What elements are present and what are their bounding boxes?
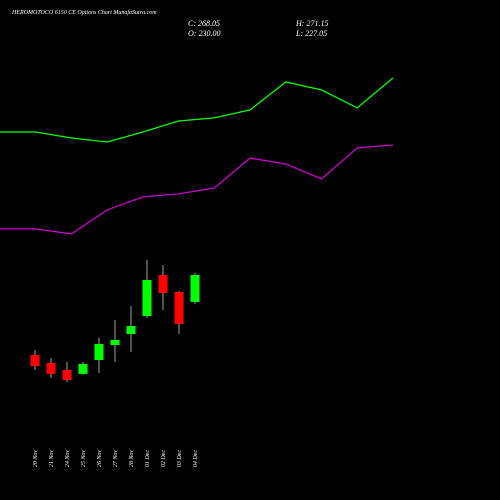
- x-tick-label: 25 Nov: [81, 450, 87, 468]
- candle-body: [158, 275, 168, 293]
- candle-body: [78, 363, 88, 374]
- quote-high: H: 271.15: [295, 19, 328, 28]
- x-tick-label: 03 Dec: [177, 450, 183, 467]
- x-tick-label: 24 Nov: [64, 450, 71, 468]
- candle-body: [62, 370, 72, 380]
- candle-body: [110, 340, 120, 346]
- x-tick-label: 28 Nov: [129, 450, 135, 468]
- x-tick-label: 20 Nov: [33, 450, 39, 468]
- quote-close: C: 268.05: [188, 19, 220, 28]
- candle-body: [190, 275, 200, 302]
- x-tick-label: 01 Dec: [145, 450, 151, 467]
- candle-body: [30, 354, 40, 366]
- candle-body: [94, 343, 104, 360]
- x-tick-label: 21 Nov: [49, 450, 55, 468]
- candle-body: [126, 326, 136, 335]
- indicator-line: [0, 77, 394, 143]
- candle-body: [142, 280, 152, 317]
- quote-low: L: 227.05: [295, 29, 327, 38]
- indicator-line: [0, 144, 394, 235]
- x-tick-label: 04 Dec: [192, 450, 199, 467]
- chart-title: HEROMOTOCO 6150 CE Options Chart MunafaS…: [11, 9, 157, 16]
- x-tick-label: 26 Nov: [97, 450, 103, 468]
- candle-body: [46, 362, 56, 374]
- x-tick-label: 27 Nov: [113, 450, 119, 468]
- x-tick-label: 02 Dec: [161, 450, 167, 467]
- quote-open: O: 230.00: [188, 29, 220, 38]
- candle-body: [174, 291, 184, 324]
